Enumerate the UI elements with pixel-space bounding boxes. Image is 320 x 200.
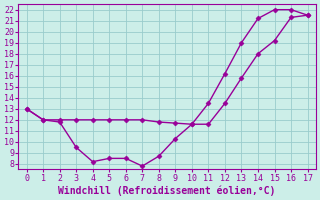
X-axis label: Windchill (Refroidissement éolien,°C): Windchill (Refroidissement éolien,°C)	[58, 185, 276, 196]
